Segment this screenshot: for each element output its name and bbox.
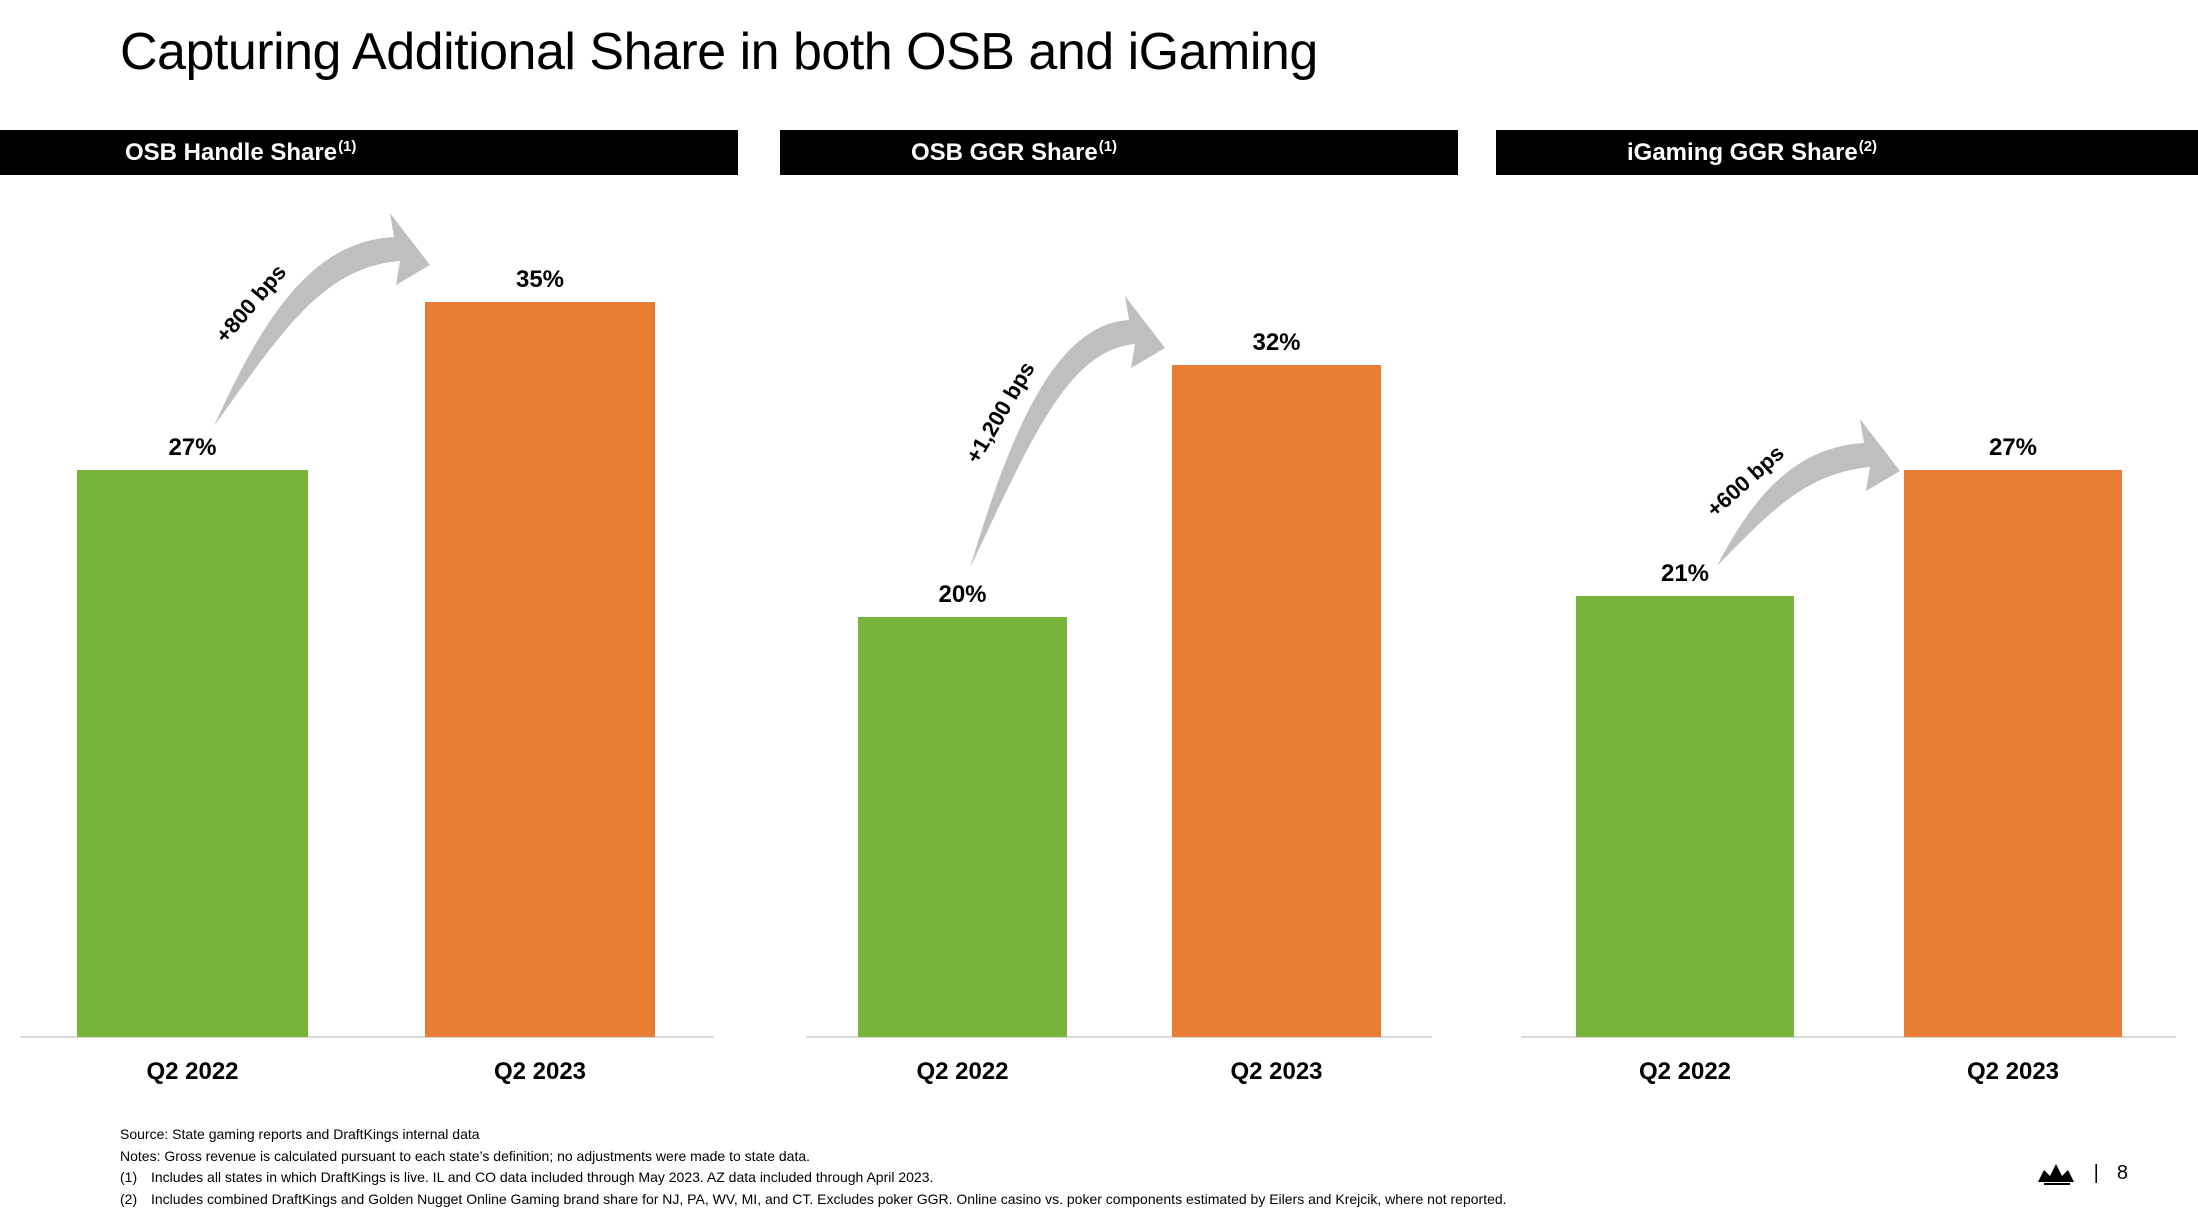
bar — [1904, 470, 2122, 1037]
panel-title: OSB GGR Share — [911, 139, 1098, 166]
growth-arrow — [970, 296, 1165, 568]
footnote-ref: (2) — [1858, 138, 1878, 155]
footnotes: Source: State gaming reports and DraftKi… — [120, 1124, 1507, 1210]
page-footer: | 8 — [2036, 1160, 2128, 1186]
notes-line: Notes: Gross revenue is calculated pursu… — [120, 1147, 811, 1164]
bar — [1172, 365, 1381, 1037]
growth-arrow — [1717, 419, 1900, 566]
page-separator: | — [2093, 1161, 2099, 1184]
x-tick-label: Q2 2022 — [1639, 1058, 1731, 1085]
panel-header-igaming-ggr: iGaming GGR Share(2) — [1496, 130, 2198, 175]
data-label: 20% — [938, 581, 986, 608]
page-number: 8 — [2116, 1161, 2128, 1184]
x-tick-label: Q2 2022 — [916, 1058, 1008, 1085]
data-label: 35% — [516, 266, 564, 293]
footnote-text: Includes combined DraftKings and Golden … — [151, 1190, 1507, 1207]
data-label: 27% — [168, 434, 216, 461]
data-label: 32% — [1252, 329, 1300, 356]
footnote-text: Includes all states in which DraftKings … — [151, 1169, 934, 1185]
panel-header-osb-handle: OSB Handle Share(1) — [0, 130, 738, 175]
footnote-1: (1) Includes all states in which DraftKin… — [120, 1167, 1507, 1189]
data-label: 27% — [1989, 434, 2037, 461]
bar — [77, 470, 308, 1037]
panel-title: iGaming GGR Share — [1627, 139, 1858, 166]
panel-header-osb-ggr: OSB GGR Share(1) — [780, 130, 1458, 175]
bar — [1576, 596, 1794, 1037]
footnote-number: (1) — [120, 1169, 138, 1185]
page-title: Capturing Additional Share in both OSB a… — [120, 23, 1318, 81]
annotation-label: +600 bps — [1702, 440, 1789, 522]
footnote-number: (2) — [120, 1190, 138, 1207]
x-tick-label: Q2 2022 — [146, 1058, 238, 1085]
footnote-2: (2) Includes combined DraftKings and Gold… — [120, 1189, 1507, 1211]
x-tick-label: Q2 2023 — [1230, 1058, 1322, 1085]
x-tick-label: Q2 2023 — [494, 1058, 586, 1085]
footnote-ref: (1) — [1098, 138, 1118, 155]
x-tick-label: Q2 2023 — [1967, 1058, 2059, 1085]
bar — [425, 302, 655, 1037]
bar — [858, 617, 1067, 1037]
crown-icon — [2037, 1164, 2074, 1185]
panel-title: OSB Handle Share — [125, 139, 338, 166]
data-label: 21% — [1661, 560, 1709, 587]
source-note: Source: State gaming reports and DraftKi… — [120, 1126, 480, 1142]
footnote-ref: (1) — [338, 138, 357, 155]
